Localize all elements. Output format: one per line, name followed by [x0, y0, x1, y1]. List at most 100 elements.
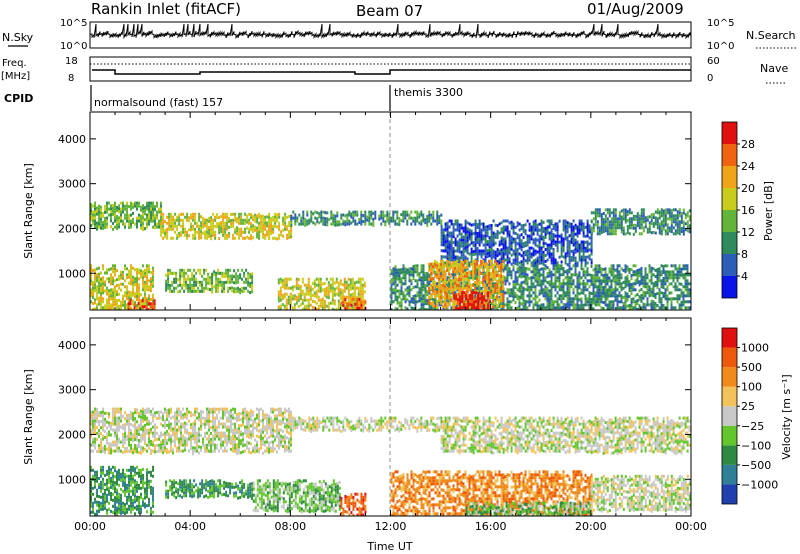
power-cell: [440, 228, 443, 232]
power-cell: [498, 261, 501, 265]
power-cell: [438, 286, 441, 290]
power-cell: [120, 276, 122, 280]
power-cell: [484, 228, 487, 232]
power-cell: [92, 204, 94, 208]
power-cell: [516, 263, 519, 267]
power-cell: [144, 283, 146, 287]
power-cell: [652, 231, 655, 234]
power-cell: [668, 291, 671, 295]
power-cell: [616, 282, 619, 286]
power-cell: [211, 272, 214, 276]
power-cell: [598, 208, 601, 212]
power-cell: [262, 226, 265, 230]
power-cell: [104, 204, 106, 208]
power-cell: [347, 283, 350, 287]
power-cell: [136, 268, 138, 271]
power-cell: [678, 276, 681, 280]
power-cell: [394, 210, 397, 214]
power-cell: [456, 243, 459, 247]
power-cell: [686, 220, 689, 224]
power-cell: [548, 234, 551, 238]
power-cell: [238, 227, 241, 231]
power-cell: [622, 232, 625, 236]
power-cell: [90, 224, 92, 228]
power-cell: [524, 278, 527, 282]
power-cell: [532, 306, 535, 310]
power-cell: [522, 260, 525, 264]
power-cell: [490, 271, 493, 275]
power-cell: [406, 286, 409, 290]
power-cell: [684, 279, 687, 283]
power-cell: [146, 276, 148, 280]
power-cell: [130, 213, 132, 217]
power-cell: [462, 275, 465, 279]
power-cell: [276, 219, 279, 223]
power-cell: [150, 204, 152, 208]
power-cell: [560, 306, 563, 310]
power-cell: [686, 264, 689, 268]
power-cell: [634, 294, 637, 298]
power-cell: [658, 276, 661, 280]
power-cell: [436, 267, 439, 271]
power-cell: [412, 274, 415, 277]
power-cell: [574, 223, 577, 227]
power-cell: [394, 292, 397, 296]
power-cell: [220, 227, 223, 231]
power-cell: [630, 286, 633, 290]
power-cell: [632, 288, 635, 292]
power-cell: [452, 279, 455, 283]
power-cell: [660, 214, 663, 218]
power-cell: [92, 213, 94, 217]
power-cell: [586, 225, 589, 229]
power-cell: [450, 258, 453, 262]
power-cell: [322, 216, 325, 220]
power-cell: [502, 237, 505, 241]
power-cell: [215, 286, 218, 290]
power-cell: [590, 291, 593, 295]
power-cell: [406, 289, 409, 293]
power-cell: [388, 212, 391, 216]
power-cell: [396, 277, 399, 281]
power-cell: [588, 254, 591, 258]
power-cell: [444, 297, 447, 301]
power-cell: [297, 296, 300, 300]
power-cell: [540, 267, 543, 271]
power-cell: [680, 215, 683, 218]
power-cell: [468, 279, 471, 283]
power-cell: [488, 268, 491, 272]
power-cell: [634, 217, 637, 221]
power-cell: [110, 279, 112, 283]
power-cell: [584, 249, 587, 253]
power-cell: [550, 240, 553, 244]
power-cell: [634, 264, 637, 268]
power-cell: [494, 253, 497, 257]
power-cell: [670, 230, 673, 234]
power-cell: [608, 220, 611, 224]
power-cell: [192, 215, 195, 219]
power-cell: [674, 276, 677, 280]
power-cell: [466, 271, 469, 275]
power-cell: [276, 237, 279, 241]
power-cell: [174, 224, 177, 228]
power-cell: [610, 285, 613, 289]
power-cell: [360, 303, 363, 307]
power-cell: [556, 240, 559, 244]
power-cell: [221, 283, 224, 287]
power-cell: [582, 267, 585, 271]
power-cell: [638, 304, 641, 308]
power-cell: [666, 306, 669, 310]
power-cell: [114, 300, 116, 304]
power-cell: [420, 264, 423, 268]
power-cell: [532, 285, 535, 289]
power-cell: [668, 229, 671, 233]
power-cell: [638, 232, 641, 236]
power-cell: [650, 308, 653, 310]
power-cell: [185, 277, 188, 281]
power-cell: [618, 223, 621, 227]
power-cell: [199, 289, 202, 293]
power-cell: [120, 219, 122, 223]
power-cell: [291, 294, 294, 298]
power-cell: [278, 233, 281, 237]
power-cell: [586, 267, 589, 271]
power-cell: [494, 256, 497, 260]
